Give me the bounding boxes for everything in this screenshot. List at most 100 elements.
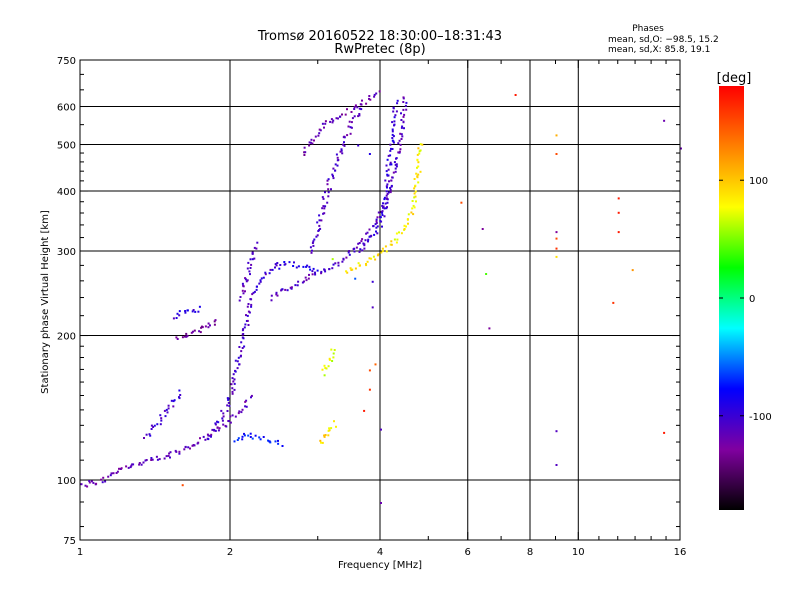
echo-point	[172, 317, 175, 320]
echo-point	[264, 273, 267, 276]
echo-point	[342, 143, 345, 146]
echo-point	[326, 179, 329, 182]
echo-point	[331, 360, 334, 362]
echo-point	[393, 116, 396, 119]
echo-point	[241, 438, 244, 441]
echo-point	[341, 152, 344, 155]
echo-point	[387, 174, 390, 177]
echo-point	[237, 412, 240, 415]
echo-point	[251, 252, 254, 255]
echo-point	[284, 288, 287, 291]
echo-point	[395, 163, 398, 166]
echo-point	[375, 226, 378, 229]
echo-point	[407, 213, 410, 216]
echo-point	[387, 191, 390, 194]
echo-point	[315, 235, 318, 238]
echo-point	[129, 466, 132, 469]
echo-point	[271, 268, 274, 271]
echo-point	[320, 270, 323, 273]
echo-point	[339, 150, 342, 153]
echo-point	[343, 144, 346, 147]
echo-point	[172, 405, 175, 408]
echo-point	[347, 251, 350, 254]
echo-point	[148, 433, 151, 436]
echo-point	[384, 179, 387, 182]
echo-point	[311, 249, 313, 252]
echo-point	[250, 394, 253, 397]
echo-point	[192, 309, 195, 311]
echo-point	[398, 139, 401, 142]
echo-point	[363, 247, 366, 250]
echo-point	[383, 198, 386, 201]
echo-point	[251, 251, 254, 254]
echo-point	[360, 103, 363, 106]
echo-point	[320, 272, 323, 275]
echo-point	[400, 126, 403, 129]
echo-point	[376, 254, 379, 257]
echo-point	[344, 113, 347, 116]
echo-point	[150, 457, 153, 459]
echo-point	[392, 140, 395, 143]
echo-point	[197, 441, 200, 444]
echo-point	[178, 452, 181, 455]
echo-point	[284, 263, 287, 266]
echo-point	[385, 185, 388, 188]
echo-point	[194, 310, 197, 313]
echo-point	[336, 156, 339, 159]
echo-point	[259, 438, 262, 441]
echo-point	[238, 299, 241, 302]
echo-point	[353, 108, 356, 110]
echo-point	[358, 114, 361, 117]
x-tick-label: 6	[465, 547, 471, 558]
echo-point	[398, 150, 401, 153]
echo-point	[248, 270, 251, 273]
echo-point	[217, 421, 220, 424]
echo-point	[210, 433, 213, 436]
echo-point	[218, 427, 221, 430]
echo-point	[104, 480, 107, 483]
echo-point	[323, 126, 325, 129]
echo-point	[357, 144, 360, 147]
echo-point	[368, 95, 371, 97]
echo-point	[353, 115, 356, 118]
echo-point	[336, 159, 339, 162]
echo-point	[334, 163, 337, 166]
echo-point	[246, 279, 249, 282]
echo-point	[170, 399, 173, 402]
echo-point	[198, 305, 201, 308]
echo-point	[260, 277, 263, 280]
echo-point	[231, 390, 234, 393]
echo-point	[243, 326, 246, 329]
echo-point	[262, 276, 265, 279]
echo-point	[373, 93, 376, 96]
echo-point	[241, 408, 244, 411]
echo-point	[178, 396, 180, 399]
echo-point	[301, 281, 304, 284]
echo-point	[321, 441, 324, 444]
echo-point	[309, 246, 312, 249]
echo-point	[192, 444, 195, 446]
echo-point	[258, 282, 261, 285]
echo-point	[345, 256, 348, 259]
echo-point	[230, 383, 233, 386]
echo-point	[151, 458, 154, 461]
echo-point	[380, 502, 382, 504]
echo-point	[394, 163, 397, 166]
echo-point	[403, 228, 406, 230]
echo-point	[404, 104, 407, 107]
echo-point	[158, 458, 161, 461]
echo-point	[234, 359, 237, 362]
echo-point	[390, 184, 393, 187]
echo-point	[663, 119, 666, 122]
echo-point	[382, 206, 384, 209]
y-tick-label: 200	[57, 332, 76, 343]
echo-point	[308, 273, 310, 276]
echo-point	[382, 205, 385, 208]
echo-point	[395, 157, 397, 160]
echo-point	[356, 106, 359, 109]
echo-point	[238, 410, 241, 413]
echo-point	[341, 113, 343, 116]
echo-point	[155, 455, 158, 458]
echo-point	[221, 419, 224, 422]
echo-point	[331, 258, 334, 261]
